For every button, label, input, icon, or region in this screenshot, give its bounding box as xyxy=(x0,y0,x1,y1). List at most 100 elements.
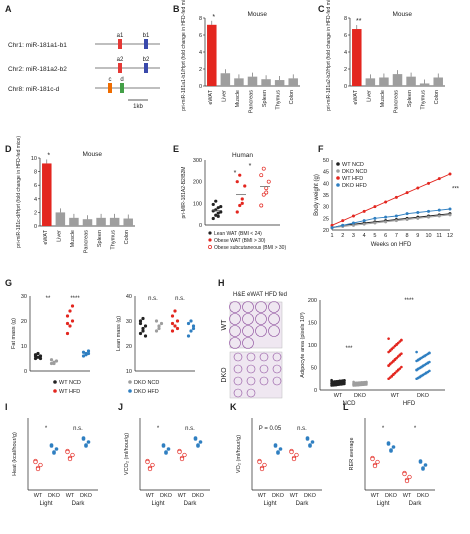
adipocyte-outline xyxy=(255,301,267,313)
data-point xyxy=(259,466,265,472)
bar-chart-b xyxy=(203,17,300,87)
group-label: Light xyxy=(263,501,276,507)
significance-mark: n.s. xyxy=(73,426,83,432)
adipocyte-outline xyxy=(233,388,243,398)
y-tick-label: 0 xyxy=(34,224,37,230)
data-point xyxy=(38,356,43,361)
data-point xyxy=(141,329,145,333)
category-label: WT xyxy=(178,493,187,499)
y-tick-label: 10 xyxy=(31,156,37,162)
x-tick-label: 6 xyxy=(384,233,387,239)
data-point xyxy=(448,207,452,211)
data-point xyxy=(373,216,377,220)
category-label: WT xyxy=(258,493,267,499)
panel-letter-f: F xyxy=(318,144,324,154)
legend-label: WT HFD xyxy=(59,389,80,395)
significance-mark: ** xyxy=(46,296,51,302)
data-point xyxy=(341,223,345,227)
data-point xyxy=(416,216,420,220)
data-point xyxy=(170,314,175,318)
data-point xyxy=(138,319,143,323)
data-point xyxy=(141,316,145,321)
data-point xyxy=(179,456,185,462)
significance-mark: P = 0.05 xyxy=(259,426,282,432)
category-label: Pancreas xyxy=(84,230,90,253)
adipocyte-outline xyxy=(242,313,254,325)
data-point xyxy=(173,324,177,328)
data-point xyxy=(437,208,441,212)
group-label: Dark xyxy=(296,501,310,507)
data-point xyxy=(388,349,392,353)
legend-label: DKO HFD xyxy=(134,389,159,395)
adipocyte-outline xyxy=(268,313,280,325)
data-point xyxy=(81,354,86,358)
group-label: Dark xyxy=(409,501,423,507)
data-point xyxy=(243,184,247,188)
data-point xyxy=(36,355,40,359)
data-point xyxy=(330,226,334,230)
significance-mark: * xyxy=(47,152,50,159)
legend-marker xyxy=(336,183,340,187)
significance-mark: * xyxy=(414,426,417,432)
bar xyxy=(365,78,376,86)
data-point xyxy=(264,190,269,195)
y-tick-label: 6 xyxy=(199,33,202,39)
data-point xyxy=(49,361,54,366)
y-axis-label: Lean mass (g) xyxy=(116,316,122,351)
legend-label: WT HFD xyxy=(342,176,363,182)
data-point xyxy=(400,365,403,369)
panel-letter-a: A xyxy=(5,4,12,14)
category-label: Liver xyxy=(56,230,62,242)
data-point xyxy=(375,459,380,465)
data-point xyxy=(415,368,418,372)
panel-letter-k: K xyxy=(230,402,237,412)
y-tick-label: 300 xyxy=(193,158,202,164)
exon-box xyxy=(118,39,122,49)
data-point xyxy=(240,201,244,205)
y-tick-label: 30 xyxy=(323,205,329,211)
bar xyxy=(247,76,258,86)
data-point xyxy=(387,364,390,368)
x-tick-label: 12 xyxy=(447,233,453,239)
bar xyxy=(82,219,93,226)
exon-label: b1 xyxy=(143,33,150,39)
data-point xyxy=(186,334,191,338)
chart-title: Mouse xyxy=(247,11,267,18)
category-label: Muscle xyxy=(70,230,76,247)
panel-letter-b: B xyxy=(173,4,180,14)
data-point xyxy=(390,347,394,351)
data-point xyxy=(370,456,375,462)
bar xyxy=(69,217,79,226)
category-label: DKO xyxy=(192,493,205,499)
data-point xyxy=(391,445,396,449)
data-point xyxy=(396,341,400,345)
y-tick-label: 6 xyxy=(34,183,37,189)
data-point xyxy=(54,359,59,363)
y-tick-label: 50 xyxy=(323,158,329,164)
category-label: Spleen xyxy=(97,230,103,247)
data-point xyxy=(261,192,266,197)
panel-letter-h: H xyxy=(218,278,225,288)
adipocyte-outline xyxy=(229,301,241,313)
data-point xyxy=(341,219,345,223)
data-point xyxy=(384,220,388,224)
data-point xyxy=(407,474,412,480)
data-point xyxy=(421,467,425,471)
data-point xyxy=(386,442,391,446)
bar xyxy=(123,218,133,226)
adipocyte-outline xyxy=(259,376,269,386)
data-point xyxy=(65,331,70,336)
significance-mark: * xyxy=(157,426,160,432)
adipocyte-outline xyxy=(246,364,256,374)
significance-mark: * xyxy=(382,426,385,432)
data-point xyxy=(259,203,264,208)
y-tick-label: 4 xyxy=(344,50,347,56)
adipocyte-outline xyxy=(272,364,282,374)
legend-marker xyxy=(128,380,132,384)
data-point xyxy=(67,456,73,462)
y-tick-label: 6 xyxy=(344,33,347,39)
y-tick-label: 10 xyxy=(126,369,132,375)
x-tick-label: 8 xyxy=(406,233,409,239)
series-line xyxy=(331,208,451,229)
